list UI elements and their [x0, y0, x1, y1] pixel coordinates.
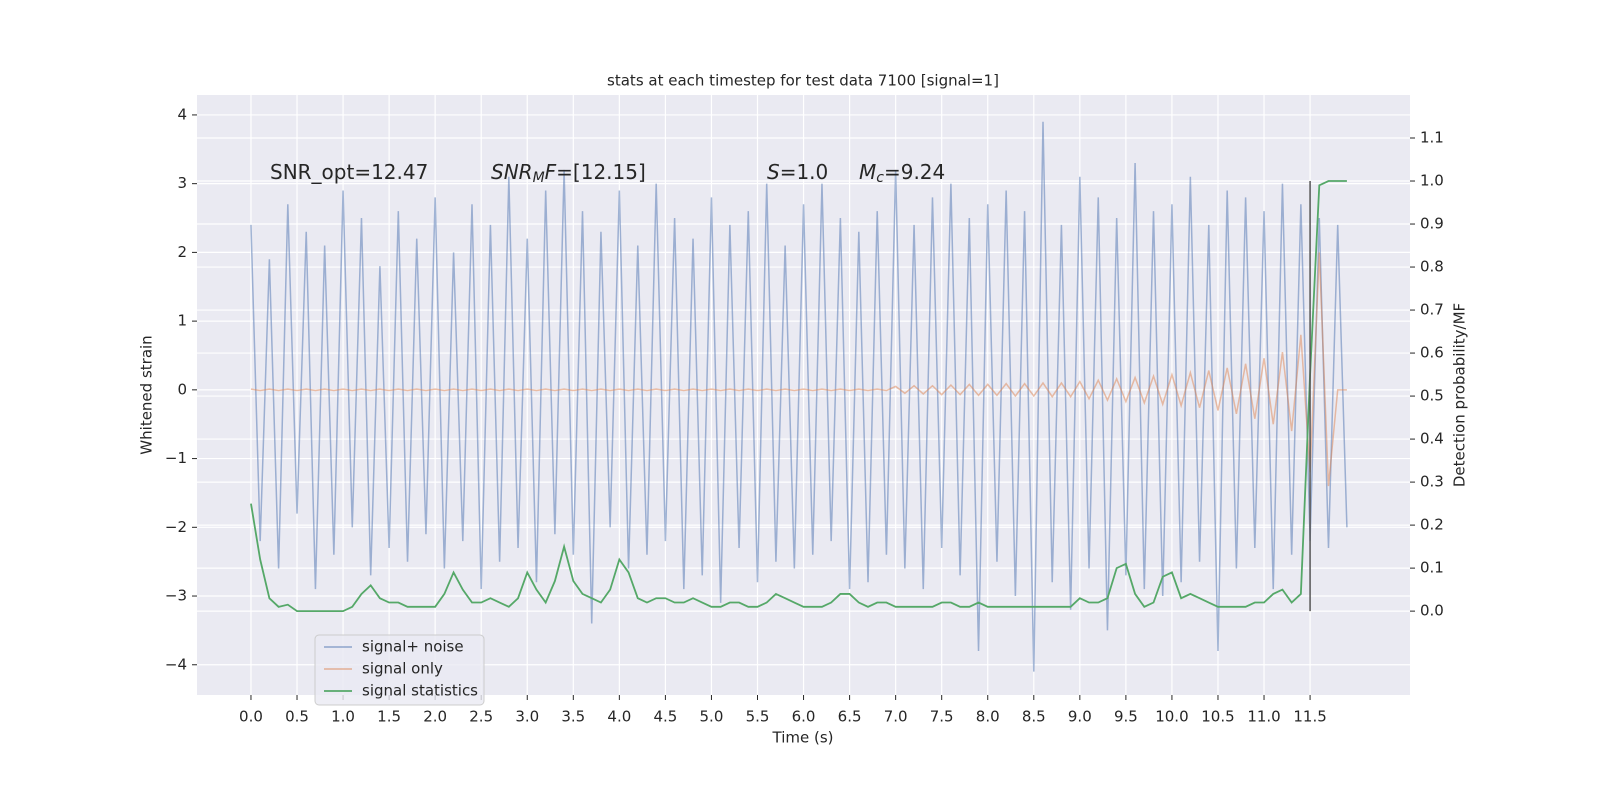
annotation-part: SNR — [491, 160, 533, 184]
x-tick-label: 0.0 — [239, 708, 263, 726]
x-tick-label: 11.5 — [1293, 708, 1326, 726]
y-tick-label: 0 — [177, 380, 187, 398]
y2-tick-label: 0.4 — [1420, 430, 1444, 448]
x-tick-label: 8.5 — [1022, 708, 1046, 726]
x-tick-label: 3.0 — [515, 708, 539, 726]
x-tick-label: 6.5 — [838, 708, 862, 726]
annotation: SNRMF=[12.15] — [491, 160, 646, 187]
x-tick-label: 8.0 — [976, 708, 1000, 726]
annotation-part: c — [876, 170, 884, 186]
annotation: Mc=9.24 — [859, 160, 945, 187]
legend-label: signal only — [362, 660, 443, 678]
x-tick-label: 5.0 — [700, 708, 724, 726]
y2-tick-label: 0.6 — [1420, 344, 1444, 362]
x-tick-label: 10.0 — [1155, 708, 1188, 726]
x-tick-label: 4.5 — [653, 708, 677, 726]
x-tick-label: 2.0 — [423, 708, 447, 726]
y2-tick-label: 1.0 — [1420, 172, 1444, 190]
x-tick-label: 5.5 — [746, 708, 770, 726]
y2-tick-label: 0.1 — [1420, 559, 1444, 577]
annotation-part: F — [545, 160, 557, 184]
x-tick-label: 3.5 — [561, 708, 585, 726]
annotation-part: M — [533, 170, 545, 186]
y-tick-label: −2 — [165, 518, 187, 536]
y-tick-label: −3 — [165, 587, 187, 605]
x-tick-label: 7.0 — [884, 708, 908, 726]
x-tick-label: 2.5 — [469, 708, 493, 726]
y-axis-label: Whitened strain — [138, 335, 156, 454]
y2-axis-label: Detection probability/MF — [1451, 303, 1469, 487]
annotation-part: =9.24 — [884, 160, 945, 184]
y2-tick-label: 0.0 — [1420, 602, 1444, 620]
y-tick-label: 4 — [177, 105, 187, 123]
legend-label: signal+ noise — [362, 638, 464, 656]
y2-tick-label: 0.2 — [1420, 516, 1444, 534]
x-tick-label: 0.5 — [285, 708, 309, 726]
x-tick-label: 9.0 — [1068, 708, 1092, 726]
series-line — [250, 252, 1347, 487]
annotation: S=1.0 — [767, 160, 828, 184]
annotation-part: =1.0 — [780, 160, 829, 184]
legend-label: signal statistics — [362, 682, 478, 700]
annotation-part: M — [859, 160, 876, 184]
series-line — [250, 121, 1348, 672]
x-tick-label: 11.0 — [1247, 708, 1280, 726]
annotation-part: S — [767, 160, 780, 184]
series-line — [250, 180, 1347, 613]
y2-tick-label: 0.8 — [1420, 258, 1444, 276]
y2-tick-label: 0.3 — [1420, 473, 1444, 491]
legend-box — [314, 634, 485, 706]
chart-title: stats at each timestep for test data 710… — [607, 72, 999, 90]
x-tick-label: 9.5 — [1114, 708, 1138, 726]
x-tick-label: 7.5 — [930, 708, 954, 726]
annotation-part: SNR_opt=12.47 — [270, 160, 428, 184]
y2-tick-label: 1.1 — [1420, 129, 1444, 147]
y-tick-label: −1 — [165, 449, 187, 467]
y-tick-label: 2 — [177, 243, 187, 261]
y2-tick-label: 0.7 — [1420, 301, 1444, 319]
annotation: SNR_opt=12.47 — [270, 160, 428, 184]
y-tick-label: 1 — [177, 312, 187, 330]
y-tick-label: −4 — [165, 655, 187, 673]
x-tick-label: 1.0 — [331, 708, 355, 726]
y2-tick-label: 0.9 — [1420, 215, 1444, 233]
y-tick-label: 3 — [177, 174, 187, 192]
x-tick-label: 6.0 — [792, 708, 816, 726]
x-tick-label: 1.5 — [377, 708, 401, 726]
y2-tick-label: 0.5 — [1420, 387, 1444, 405]
x-tick-label: 10.5 — [1201, 708, 1234, 726]
x-tick-label: 4.0 — [607, 708, 631, 726]
annotation-part: =[12.15] — [556, 160, 646, 184]
x-axis-label: Time (s) — [772, 729, 834, 747]
